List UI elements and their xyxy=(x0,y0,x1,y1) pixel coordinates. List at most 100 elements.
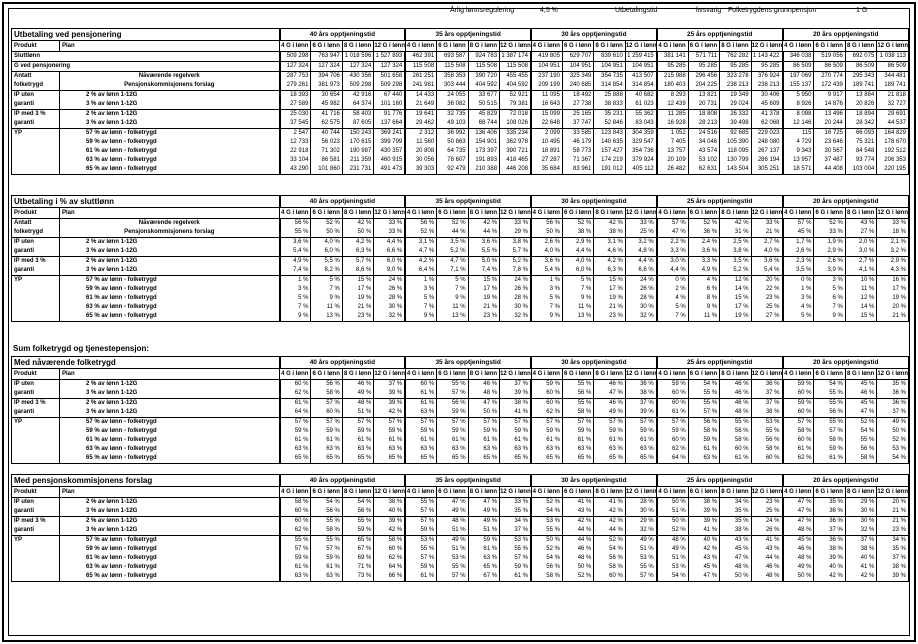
value-cell: 210 388 xyxy=(467,165,500,175)
salary-column-header: 12 G i lønn xyxy=(876,207,909,219)
value-cell: 59 % xyxy=(341,526,374,536)
value-cell: 13 884 xyxy=(844,90,877,100)
value-cell: 240 685 xyxy=(561,81,594,91)
value-cell: 62 % xyxy=(655,445,689,454)
value-cell: 40 % xyxy=(373,507,406,517)
value-cell: 35 % xyxy=(876,545,909,554)
value-cell: 23 % xyxy=(467,312,500,322)
value-cell: 51 % xyxy=(655,554,689,563)
value-cell: 50 % xyxy=(529,535,563,545)
table-row: 65 % av lønn - folketrygd 9 % 13 % 23 % 32 %… xyxy=(11,312,909,322)
value-cell: 79 381 xyxy=(499,100,532,110)
value-cell: 4,8 % xyxy=(624,247,657,257)
value-cell: 8 % xyxy=(687,294,720,303)
value-cell: 12 733 xyxy=(278,138,311,147)
value-cell: 2,3 % xyxy=(781,256,814,266)
value-cell: 59 % xyxy=(278,554,311,563)
value-cell: 5 % xyxy=(404,294,437,303)
value-cell: 59 % xyxy=(373,427,406,436)
value-cell: 53 % xyxy=(436,554,469,563)
value-cell: 155 137 xyxy=(781,81,814,91)
value-cell: 204 225 xyxy=(687,81,720,91)
value-cell: 46 % xyxy=(467,379,500,389)
value-cell: 3,8 % xyxy=(499,237,532,247)
value-cell: 63 % xyxy=(278,572,311,582)
value-cell: 51 % xyxy=(436,545,469,554)
value-cell: 43 290 xyxy=(278,165,311,175)
table-row: garanti 3 % av lønn 1-12G 60 % 56 % 56 % 40 %… xyxy=(11,507,909,517)
value-cell: 87 605 xyxy=(341,119,374,129)
value-cell: 19 % xyxy=(593,294,626,303)
value-cell: 55 % xyxy=(813,389,846,399)
value-cell: 21 649 xyxy=(404,100,437,110)
table-row: Antatt Nåværende regelverk 287 753 394 706 4… xyxy=(11,71,909,81)
value-cell: 39 % xyxy=(687,507,720,517)
salary-column-header: 8 G i lønn xyxy=(844,207,878,219)
group-header: 35 års opptjeningstid xyxy=(404,474,532,487)
value-cell: 71 % xyxy=(341,563,374,572)
value-cell: 55 % xyxy=(687,389,720,399)
value-cell: 220 195 xyxy=(876,165,909,175)
value-cell: 64 % xyxy=(655,454,689,464)
value-cell: 65 % xyxy=(341,454,374,464)
salary-column-header: 8 G i lønn xyxy=(844,486,878,498)
value-cell: 2,6 % xyxy=(813,256,846,266)
value-cell: 37 % xyxy=(624,398,657,408)
value-cell: 1 038 113 xyxy=(876,51,909,62)
value-cell: 52 % xyxy=(844,417,877,427)
value-cell: 21 % xyxy=(876,507,909,517)
value-cell: 55 362 xyxy=(624,109,657,119)
value-cell: 5 % xyxy=(813,285,846,294)
group-header: 35 års opptjeningstid xyxy=(404,195,532,208)
value-cell: 50 % xyxy=(781,572,814,582)
value-cell: 2,9 % xyxy=(813,247,846,257)
value-cell: 57 % xyxy=(278,545,311,554)
value-cell: 1 527 893 xyxy=(373,51,406,62)
value-cell: 4,1 % xyxy=(844,266,877,276)
salary-column-header: 6 G i lønn xyxy=(436,40,469,52)
value-cell: 27 % xyxy=(844,228,877,238)
value-cell: 61 % xyxy=(781,445,814,454)
value-cell: 335 234 xyxy=(499,128,532,138)
value-cell: 37 545 xyxy=(278,119,311,129)
value-cell: 51 % xyxy=(341,408,374,418)
value-cell: 4,0 % xyxy=(530,247,563,257)
value-cell: 693 587 xyxy=(436,51,469,62)
value-cell: 59 % xyxy=(529,379,563,389)
value-cell: 86 509 xyxy=(813,61,846,72)
value-cell: 45 % xyxy=(844,398,877,408)
table-row: 65 % av lønn - folketrygd 63 % 63 % 73 % 66 … xyxy=(11,572,909,582)
value-cell: 63 % xyxy=(404,445,437,454)
value-cell: 68 744 xyxy=(467,119,500,129)
value-cell: 60 % xyxy=(529,389,563,399)
value-cell: 14 433 xyxy=(404,90,437,100)
value-cell: 53 % xyxy=(529,516,563,526)
value-cell: 63 % xyxy=(687,454,720,464)
row-plan-label: 3 % av lønn 1-12G xyxy=(86,390,138,396)
value-cell: 58 403 xyxy=(341,109,374,119)
value-cell: 29 462 xyxy=(404,119,437,129)
salary-column-header: 12 G i lønn xyxy=(373,40,406,52)
section-1: Utbetaling ved pensjonering 40 års opptje… xyxy=(10,28,909,175)
value-cell: 52 921 xyxy=(499,90,532,100)
value-cell: 7,8 % xyxy=(499,266,532,276)
data-table: Utbetaling ved pensjonering 40 års opptje… xyxy=(10,28,909,175)
value-cell: 354 736 xyxy=(624,147,657,156)
salary-column-header: 8 G i lønn xyxy=(467,368,501,380)
value-cell: 3,2 % xyxy=(876,247,909,257)
salary-column-header: 4 G i lønn xyxy=(656,368,689,380)
salary-column-header: 8 G i lønn xyxy=(719,40,752,52)
value-cell: 63 % xyxy=(529,445,563,454)
value-cell: 47 % xyxy=(467,497,500,507)
value-cell: 53 % xyxy=(655,563,689,572)
value-cell: 47 % xyxy=(781,497,814,507)
salary-column-header: 6 G i lønn xyxy=(687,40,721,52)
row-produkt-label: IP med 3 % xyxy=(11,398,60,408)
value-cell: 35 % xyxy=(876,379,909,389)
value-cell: 5 % xyxy=(278,294,311,303)
value-cell: 3,5 % xyxy=(436,237,469,247)
value-cell: 32 % xyxy=(624,312,657,322)
value-cell: 49 % xyxy=(655,545,689,554)
salary-column-header: 4 G i lønn xyxy=(656,40,689,52)
table-row: YP 57 % av lønn - folketrygd 55 % 55 % 65 % 5… xyxy=(11,535,909,545)
